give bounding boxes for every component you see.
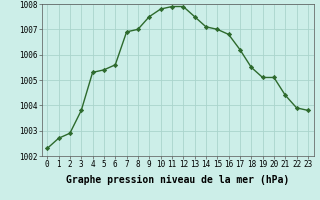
X-axis label: Graphe pression niveau de la mer (hPa): Graphe pression niveau de la mer (hPa) — [66, 175, 289, 185]
